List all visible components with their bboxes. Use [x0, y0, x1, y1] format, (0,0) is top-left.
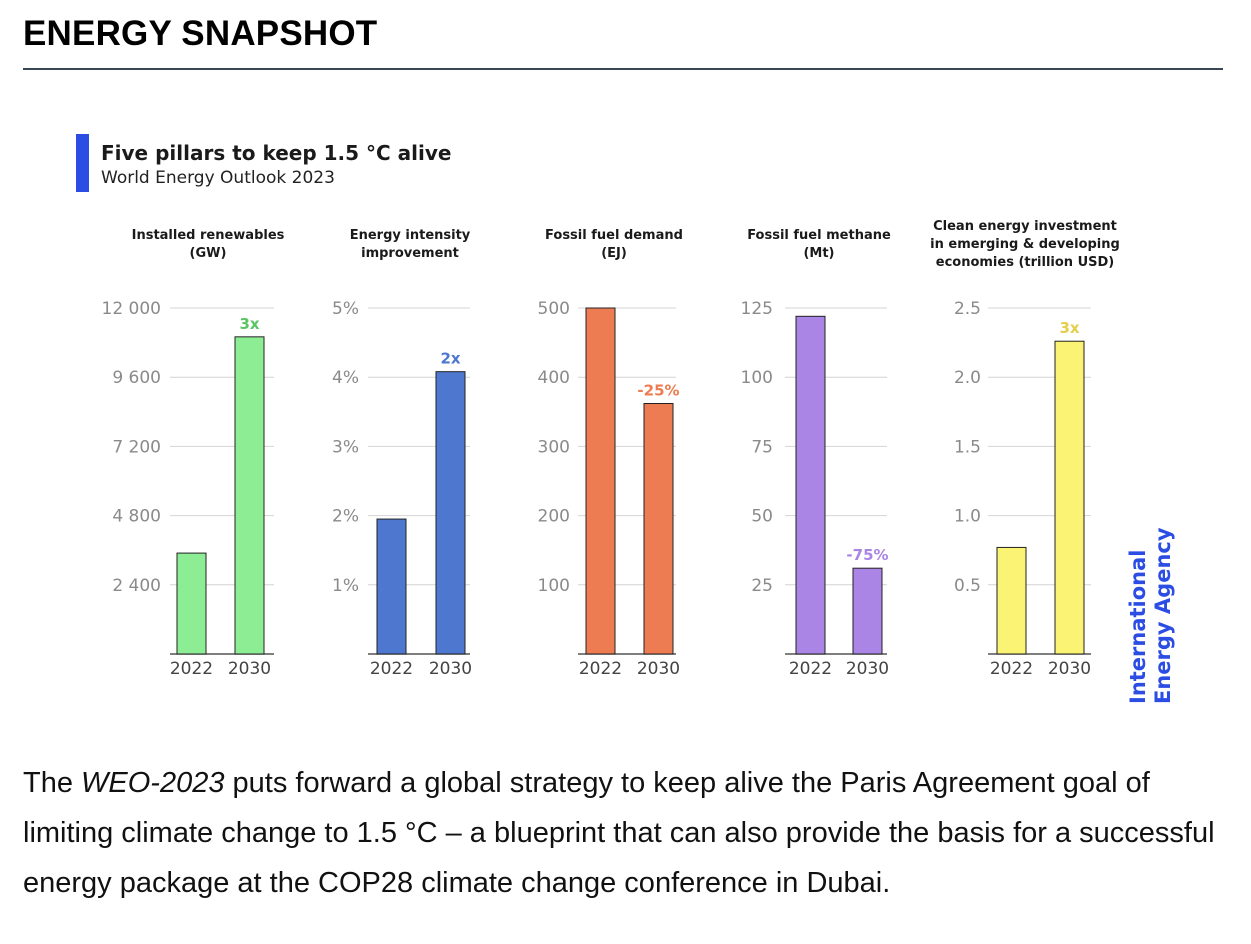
bar-2030	[234, 336, 265, 655]
y-tick-label: 200	[538, 507, 570, 527]
bar-2030	[435, 371, 466, 655]
x-tick-label: 2022	[370, 659, 413, 679]
panel-title-line: (EJ)	[601, 246, 627, 261]
x-tick-label: 2030	[846, 659, 889, 679]
caption-emphasis: WEO-2023	[81, 767, 225, 799]
y-tick-label: 75	[751, 437, 773, 457]
y-tick-label: 100	[741, 368, 773, 388]
panel-title-line: Fossil fuel methane	[747, 228, 891, 243]
panel-title-line: (GW)	[190, 246, 227, 261]
y-tick-label: 2.5	[954, 299, 981, 319]
y-tick-label: 4%	[332, 368, 359, 388]
bar-2022	[795, 315, 826, 655]
y-tick-label: 2.0	[954, 368, 981, 388]
y-tick-label: 400	[538, 368, 570, 388]
figure-title: Five pillars to keep 1.5 °C alive	[101, 141, 452, 165]
x-tick-label: 2030	[1048, 659, 1091, 679]
panel-title-line: economies (trillion USD)	[936, 255, 1114, 270]
y-tick-label: 2%	[332, 507, 359, 527]
y-tick-label: 50	[751, 507, 773, 527]
bar-2022	[996, 546, 1027, 655]
change-annotation: -75%	[846, 546, 888, 564]
caption-text-before: The	[23, 767, 82, 799]
y-tick-label: 300	[538, 437, 570, 457]
panel-title-line: Energy intensity	[350, 228, 471, 243]
y-tick-label: 1.5	[954, 437, 981, 457]
y-tick-label: 5%	[332, 299, 359, 319]
figure-accent-bar	[76, 134, 89, 192]
title-divider	[23, 68, 1223, 70]
y-tick-label: 9 600	[112, 368, 161, 388]
change-annotation: 3x	[239, 315, 259, 333]
bar-2022	[585, 307, 616, 655]
bar-2030	[643, 402, 674, 655]
y-tick-label: 25	[751, 576, 773, 596]
panel-title-line: (Mt)	[803, 246, 834, 261]
y-tick-label: 7 200	[112, 437, 161, 457]
y-tick-label: 2 400	[112, 576, 161, 596]
change-annotation: 2x	[440, 350, 460, 368]
panel-title-line: Clean energy investment	[933, 219, 1117, 234]
panel-title-line: improvement	[361, 246, 459, 261]
change-annotation: -25%	[637, 381, 679, 399]
panel-title-line: Fossil fuel demand	[545, 228, 683, 243]
x-tick-label: 2030	[429, 659, 472, 679]
page-title: ENERGY SNAPSHOT	[23, 14, 378, 53]
figure-subtitle: World Energy Outlook 2023	[101, 168, 335, 188]
bar-2022	[376, 518, 407, 655]
bar-2022	[176, 552, 207, 655]
y-tick-label: 3%	[332, 437, 359, 457]
caption-text-after: puts forward a global strategy to keep a…	[23, 767, 1215, 899]
caption-paragraph: The WEO-2023 puts forward a global strat…	[23, 758, 1228, 908]
x-tick-label: 2022	[789, 659, 832, 679]
x-tick-label: 2030	[228, 659, 271, 679]
y-tick-label: 100	[538, 576, 570, 596]
x-tick-label: 2022	[990, 659, 1033, 679]
y-tick-label: 1.0	[954, 507, 981, 527]
y-tick-label: 1%	[332, 576, 359, 596]
organization-logo-line: Energy Agency	[1151, 527, 1175, 704]
change-annotation: 3x	[1059, 319, 1079, 337]
panel-title-line: Installed renewables	[132, 228, 285, 243]
bar-2030	[1054, 340, 1085, 655]
y-tick-label: 12 000	[102, 299, 161, 319]
organization-logo-line: International	[1126, 549, 1150, 704]
bar-2030	[852, 567, 883, 655]
y-tick-label: 0.5	[954, 576, 981, 596]
x-tick-label: 2022	[579, 659, 622, 679]
y-tick-label: 4 800	[112, 507, 161, 527]
x-tick-label: 2030	[637, 659, 680, 679]
y-tick-label: 125	[741, 299, 773, 319]
x-tick-label: 2022	[170, 659, 213, 679]
panel-title-line: in emerging & developing	[930, 237, 1120, 252]
charts-svg: Installed renewables (GW) 2 400 4 800 7 200 9…	[102, 219, 1175, 704]
y-tick-label: 500	[538, 299, 570, 319]
